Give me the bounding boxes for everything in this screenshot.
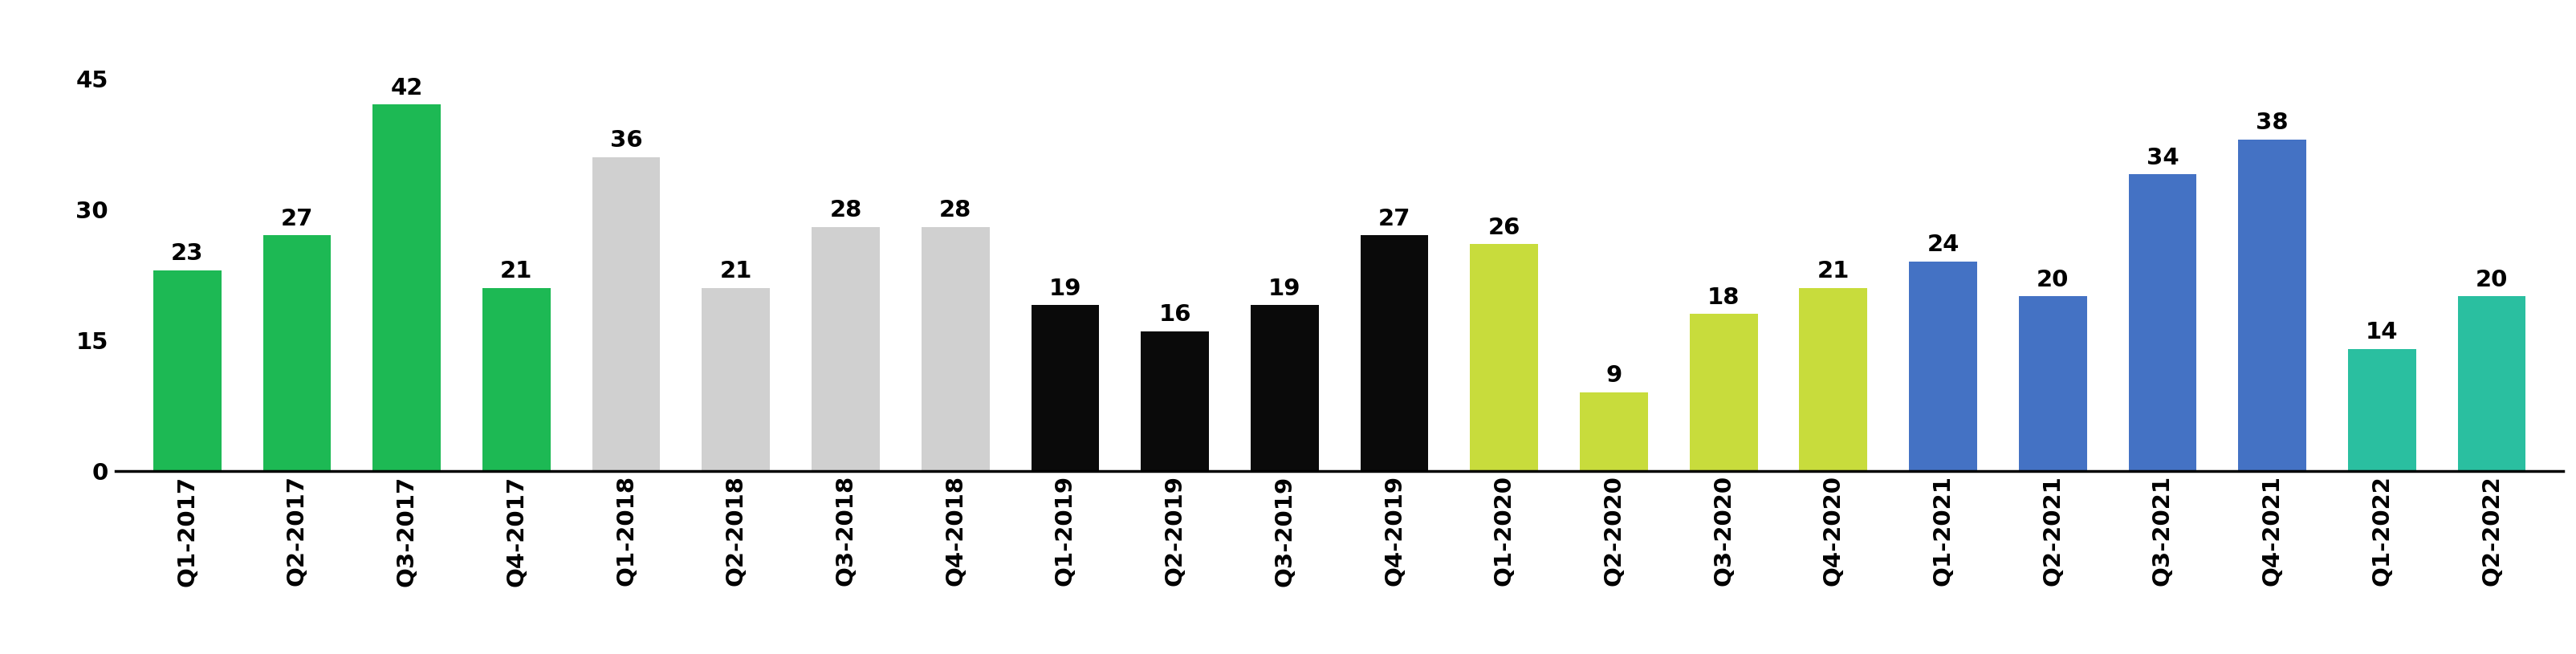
Text: 23: 23: [170, 243, 204, 265]
Bar: [1030, 305, 1100, 471]
Bar: [1360, 235, 1430, 471]
Bar: [1141, 332, 1208, 471]
Bar: [2128, 175, 2197, 471]
Bar: [701, 288, 770, 471]
Bar: [592, 157, 659, 471]
Bar: [1249, 305, 1319, 471]
Text: 27: 27: [1378, 208, 1412, 230]
Text: 21: 21: [1816, 260, 1850, 283]
Bar: [2349, 349, 2416, 471]
Bar: [2239, 139, 2306, 471]
Text: 14: 14: [2365, 321, 2398, 343]
Bar: [1471, 244, 1538, 471]
Bar: [1690, 314, 1757, 471]
Text: 38: 38: [2257, 112, 2287, 134]
Bar: [374, 105, 440, 471]
Text: 21: 21: [719, 260, 752, 283]
Text: 27: 27: [281, 208, 314, 230]
Bar: [482, 288, 551, 471]
Text: 20: 20: [2476, 269, 2509, 291]
Text: 16: 16: [1159, 303, 1190, 326]
Bar: [1579, 392, 1649, 471]
Bar: [2458, 296, 2527, 471]
Bar: [1909, 262, 1978, 471]
Text: 20: 20: [2038, 269, 2069, 291]
Text: 28: 28: [829, 199, 863, 222]
Bar: [152, 270, 222, 471]
Text: 19: 19: [1048, 277, 1082, 300]
Bar: [2020, 296, 2087, 471]
Text: 26: 26: [1489, 216, 1520, 239]
Bar: [263, 235, 330, 471]
Text: 21: 21: [500, 260, 533, 283]
Bar: [811, 227, 881, 471]
Text: 28: 28: [940, 199, 971, 222]
Text: 9: 9: [1605, 365, 1623, 387]
Text: 19: 19: [1267, 277, 1301, 300]
Text: 36: 36: [611, 129, 641, 152]
Bar: [1798, 288, 1868, 471]
Text: 24: 24: [1927, 234, 1960, 256]
Text: 34: 34: [2146, 146, 2179, 169]
Text: 18: 18: [1708, 286, 1739, 309]
Text: 42: 42: [392, 77, 422, 99]
Bar: [922, 227, 989, 471]
